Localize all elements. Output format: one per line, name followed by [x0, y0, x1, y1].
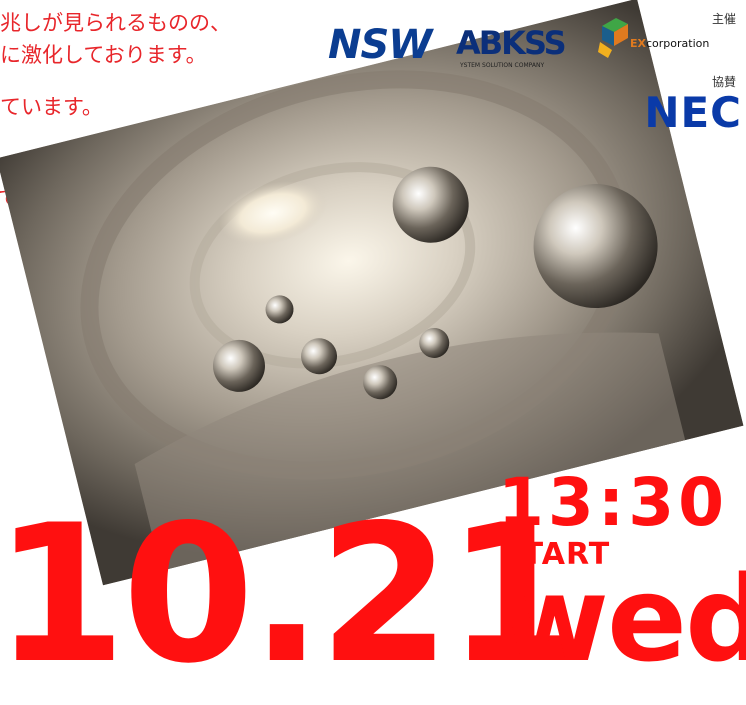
chrome-spheres-render-image: [0, 0, 744, 586]
nec-logo: NEC: [644, 88, 742, 137]
ex-corporation-wordmark: EXcorporation: [630, 37, 710, 50]
event-time: 13:30: [498, 464, 729, 541]
host-label: 主催: [711, 12, 736, 26]
abkss-logo-tagline: YSTEM SOLUTION COMPANY: [460, 62, 545, 69]
event-weekday: wed: [500, 550, 746, 688]
cooperation-label: 協賛: [711, 75, 736, 89]
ex-cube-icon: [598, 18, 628, 58]
nsw-logo: NSW: [328, 22, 432, 68]
intro-line-3: ています。: [0, 95, 103, 119]
event-date: 10.21: [0, 484, 579, 705]
ex-corporation-logo: EXcorporation: [598, 12, 746, 64]
intro-line-1: 兆しが見られるものの、: [0, 11, 231, 35]
sponsor-area: 主催 協賛 NSW ABKSS YSTEM SOLUTION COMPANY E…: [326, 0, 746, 140]
start-label: START: [500, 537, 611, 572]
intro-line-2: に激化しております。: [0, 43, 207, 67]
abkss-logo: ABKSS YSTEM SOLUTION COMPANY: [456, 24, 567, 69]
abkss-logo-name: ABKSS: [456, 24, 567, 62]
